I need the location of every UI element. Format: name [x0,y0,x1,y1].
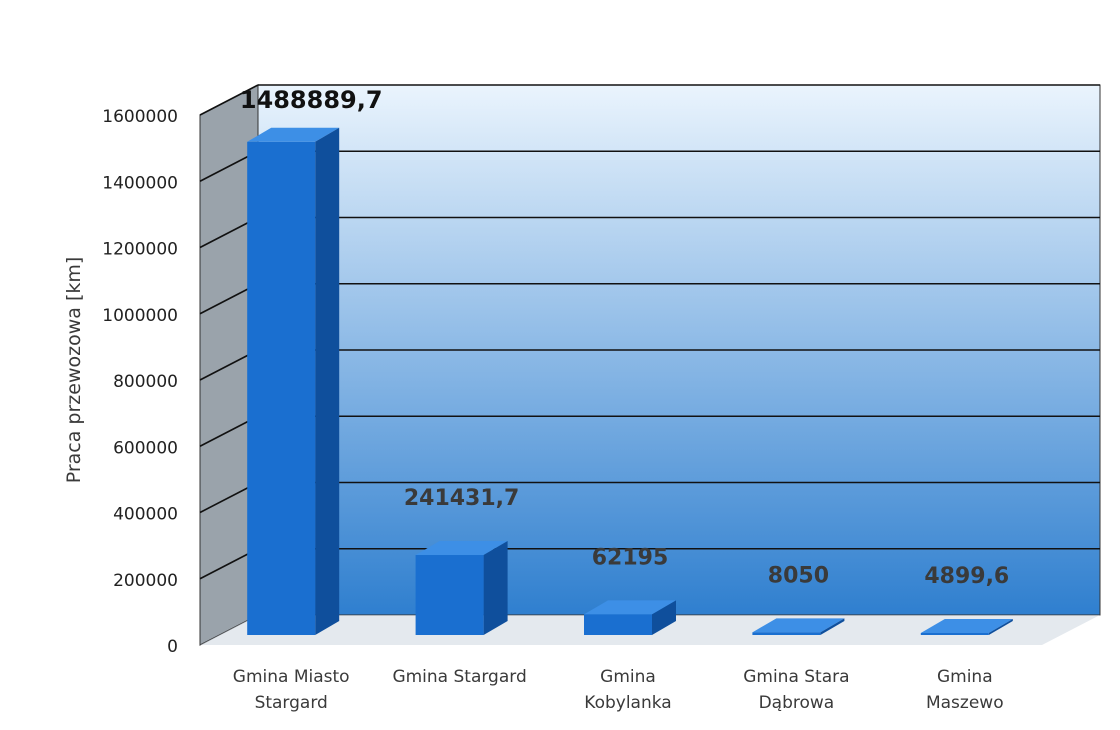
x-tick-line: Gmina [937,667,993,687]
x-tick-line: Gmina Stara [743,667,849,687]
bar-side [988,619,1013,635]
data-labels: 1488889,7 241431,7 62195 8050 4899,6 [240,86,1009,589]
y-tick-label: 400000 [113,505,178,525]
bar [247,127,340,635]
x-tick-line: Stargard [255,693,328,713]
data-label: 8050 [768,563,829,588]
bar-front [584,614,652,635]
y-axis-label: Praca przewozowa [km] [63,257,85,484]
gridline-side [199,84,259,116]
bar-top [415,541,508,556]
bar-front [920,633,989,635]
x-tick-line: Kobylanka [584,693,671,713]
bar-top [920,619,1013,633]
bar-top [752,618,845,633]
bar-front [752,632,821,635]
bar-side [315,127,340,635]
x-tick-label: Gmina Stargard [392,667,526,687]
y-tick-label: 1200000 [102,240,178,260]
bar-side [652,600,676,635]
y-axis-ticks: 0 200000 400000 600000 800000 1000000 1200000 1… [102,107,178,657]
bar [584,600,676,635]
bar [920,619,1013,635]
bar [415,541,508,635]
x-tick-line: Gmina Stargard [392,667,526,687]
x-tick-line: Gmina [600,667,656,687]
y-tick-label: 1000000 [102,306,178,326]
x-tick-label: Gmina Miasto Stargard [233,667,350,713]
x-tick-label: Gmina Maszewo [926,667,1004,713]
y-tick-label: 800000 [113,372,178,392]
data-label: 1488889,7 [240,86,383,114]
y-tick-label: 0 [167,637,178,657]
bar-top [584,600,676,615]
x-tick-label: Gmina Stara Dąbrowa [743,667,849,713]
bar [752,618,845,635]
data-label: 62195 [592,545,669,570]
data-label: 4899,6 [924,564,1009,589]
x-tick-label: Gmina Kobylanka [584,667,671,713]
x-tick-line: Maszewo [926,693,1004,713]
data-label: 241431,7 [404,486,520,511]
bars [247,127,1013,635]
bar-front [415,555,484,635]
x-axis-ticks: Gmina Miasto Stargard Gmina Stargard Gmina K… [233,667,1004,713]
y-tick-label: 600000 [113,438,178,458]
bar-top [247,127,340,142]
y-tick-label: 200000 [113,571,178,591]
y-tick-label: 1400000 [102,173,178,193]
x-tick-line: Dąbrowa [759,693,835,713]
y-tick-label: 1600000 [102,107,178,127]
bar-side [483,541,508,635]
x-tick-line: Gmina Miasto [233,667,350,687]
bar-front [247,141,316,635]
bar-side [820,618,845,635]
